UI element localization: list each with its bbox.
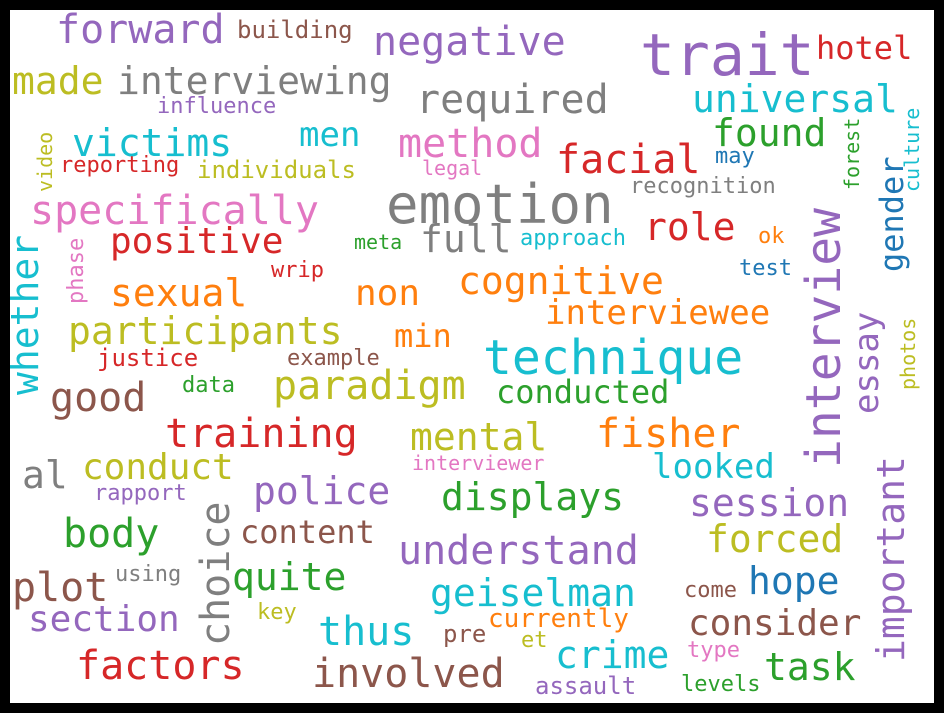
word-currently: currently: [488, 604, 629, 634]
word-photos: photos: [896, 317, 920, 390]
word-data: data: [182, 373, 235, 398]
word-interview: interview: [796, 207, 852, 468]
word-men: men: [299, 115, 361, 155]
word-consider: consider: [688, 603, 862, 644]
word-training: training: [165, 411, 358, 457]
word-made: made: [12, 59, 104, 103]
word-gender: gender: [873, 156, 911, 272]
word-essay: essay: [847, 311, 887, 414]
word-whether: whether: [10, 234, 47, 395]
word-justice: justice: [97, 344, 199, 372]
word-quite: quite: [232, 555, 347, 599]
word-meta: meta: [354, 230, 403, 254]
word-reporting: reporting: [60, 153, 180, 178]
word-good: good: [50, 375, 147, 421]
word-hotel: hotel: [816, 29, 913, 67]
word-participants: participants: [68, 309, 343, 353]
word-type: type: [687, 638, 740, 663]
word-positive: positive: [110, 221, 284, 262]
word-universal: universal: [692, 77, 898, 121]
word-emotion: emotion: [386, 173, 614, 236]
word-trait: trait: [640, 21, 815, 89]
word-fisher: fisher: [596, 411, 741, 457]
word-influence: influence: [157, 94, 277, 119]
word-conducted: conducted: [496, 373, 670, 411]
word-wrip: wrip: [271, 258, 324, 283]
word-recognition: recognition: [630, 174, 776, 199]
word-come: come: [684, 578, 737, 603]
word-pre: pre: [443, 620, 487, 648]
word-using: using: [115, 562, 182, 587]
word-required: required: [416, 77, 609, 123]
word-legal: legal: [422, 156, 483, 180]
word-found: found: [712, 111, 827, 155]
word-al: al: [22, 453, 68, 497]
word-looked: looked: [652, 447, 775, 487]
word-involved: involved: [312, 651, 505, 697]
word-police: police: [253, 469, 391, 513]
word-sexual: sexual: [110, 271, 248, 315]
word-example: example: [287, 346, 380, 371]
word-negative: negative: [373, 19, 566, 65]
word-session: session: [689, 481, 850, 525]
word-forest: forest: [840, 117, 864, 190]
word-non: non: [355, 273, 421, 314]
word-body: body: [63, 511, 160, 557]
word-full: full: [420, 217, 512, 261]
word-cognitive: cognitive: [458, 259, 664, 303]
word-paradigm: paradigm: [273, 363, 466, 409]
word-forward: forward: [56, 10, 225, 53]
word-specifically: specifically: [30, 188, 319, 234]
word-content: content: [240, 513, 375, 551]
word-individuals: individuals: [197, 156, 356, 184]
word-geiselman: geiselman: [430, 571, 636, 615]
word-factors: factors: [76, 643, 245, 689]
word-victims: victims: [72, 121, 233, 165]
word-plot: plot: [12, 565, 109, 611]
word-ok: ok: [758, 224, 785, 249]
word-phase: phase: [64, 237, 89, 304]
word-displays: displays: [441, 475, 625, 519]
word-key: key: [257, 600, 297, 625]
word-video: video: [33, 131, 57, 192]
word-task: task: [764, 645, 856, 689]
word-levels: levels: [681, 672, 761, 697]
word-choice: choice: [193, 501, 239, 647]
word-may: may: [715, 144, 755, 169]
word-conduct: conduct: [82, 447, 234, 488]
word-assault: assault: [535, 672, 637, 700]
word-test: test: [739, 256, 792, 281]
word-hope: hope: [748, 559, 840, 603]
word-min: min: [394, 317, 452, 355]
word-rapport: rapport: [94, 481, 187, 506]
word-building: building: [237, 16, 353, 44]
word-understand: understand: [398, 528, 639, 574]
word-cloud: forward building negative trait hotel made int…: [10, 10, 934, 703]
word-mental: mental: [410, 415, 548, 459]
word-role: role: [644, 205, 736, 249]
word-crime: crime: [555, 633, 670, 677]
word-forced: forced: [706, 517, 844, 561]
word-approach: approach: [520, 226, 626, 251]
word-interviewing: interviewing: [117, 59, 392, 103]
word-important: important: [869, 456, 913, 662]
word-technique: technique: [483, 330, 744, 386]
word-facial: facial: [556, 137, 701, 183]
word-section: section: [28, 599, 180, 640]
word-et: et: [521, 628, 548, 653]
word-method: method: [398, 121, 543, 167]
word-thus: thus: [318, 609, 415, 655]
word-interviewee: interviewee: [545, 293, 771, 333]
word-interviewer: interviewer: [412, 451, 545, 475]
